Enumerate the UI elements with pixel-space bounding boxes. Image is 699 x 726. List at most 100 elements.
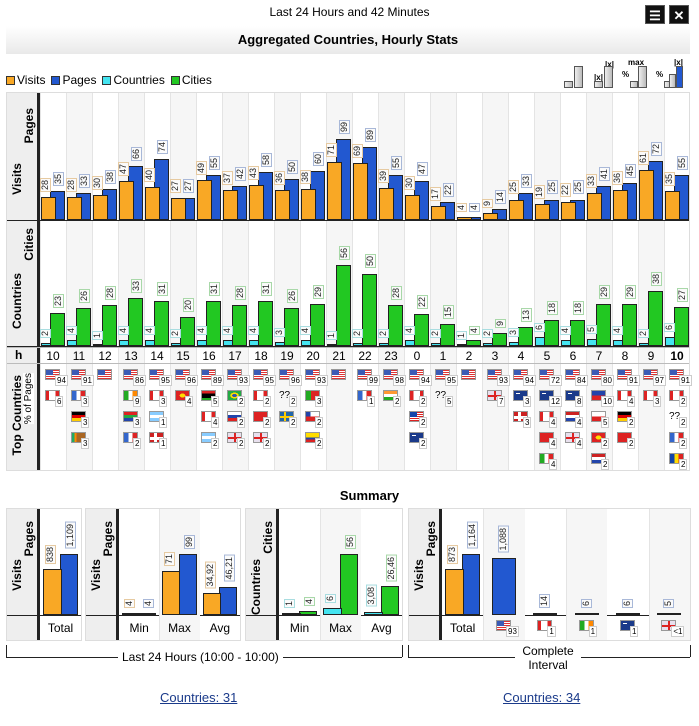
hour-label[interactable]: 1 xyxy=(439,349,447,363)
hour-label[interactable]: 8 xyxy=(621,349,629,363)
value-b: 99 xyxy=(183,534,195,549)
percent-of-pages: 9 xyxy=(133,396,142,407)
percent-of-pages: 1 xyxy=(367,396,376,407)
hour-label[interactable]: 0 xyxy=(413,349,421,363)
hour-label[interactable]: 21 xyxy=(332,349,346,363)
percent-of-pages: 86 xyxy=(133,375,146,386)
countries-link-complete[interactable]: Countries: 34 xyxy=(503,690,581,705)
percent-of-pages: 2 xyxy=(393,396,402,407)
hour-label[interactable]: 2 xyxy=(465,349,473,363)
legend-item-visits[interactable]: Visits xyxy=(6,73,45,87)
visits-bar xyxy=(171,197,186,220)
percent-of-pages: 2 xyxy=(263,438,272,449)
close-button[interactable]: ✕ xyxy=(669,5,689,24)
hour-label[interactable]: 23 xyxy=(384,349,398,363)
visits-bar xyxy=(353,163,368,220)
flag-ro-icon xyxy=(669,453,684,464)
flag-ca-icon xyxy=(201,411,216,422)
legend-item-pages[interactable]: Pages xyxy=(51,73,96,87)
percent-of-pages: 94 xyxy=(55,375,68,386)
axis-line xyxy=(37,93,40,470)
percent-of-pages: 2 xyxy=(237,396,246,407)
percent-of-pages: 2 xyxy=(679,459,688,470)
legend-item-countries[interactable]: Countries xyxy=(102,73,165,87)
hour-label[interactable]: 20 xyxy=(306,349,320,363)
percent-of-pages: 94 xyxy=(419,375,432,386)
hour-label[interactable]: 11 xyxy=(72,349,86,363)
percent-of-pages: 93 xyxy=(506,626,519,637)
hour-column xyxy=(92,93,118,470)
flag-unk-icon: ?? xyxy=(669,411,681,422)
hour-label[interactable]: 17 xyxy=(228,349,242,363)
hour-label[interactable]: 19 xyxy=(280,349,294,363)
legend-item-cities[interactable]: Cities xyxy=(170,73,212,87)
axis-line xyxy=(439,509,442,640)
value-b: 1,109 xyxy=(64,522,76,549)
countries-link-last24[interactable]: Countries: 31 xyxy=(160,690,238,705)
percent-of-pages: 72 xyxy=(549,375,562,386)
cities-bar xyxy=(206,301,221,346)
flag-gb-icon xyxy=(661,620,677,631)
flag-mk-icon xyxy=(175,390,190,401)
flag-us-icon xyxy=(643,369,658,380)
bar-b xyxy=(461,554,481,615)
abs-value-button[interactable]: |x| |x| xyxy=(592,58,618,90)
cities-bar xyxy=(154,301,169,346)
percent-of-pages: 4 xyxy=(211,417,220,428)
visits-bar xyxy=(457,216,472,220)
hour-label[interactable]: 9 xyxy=(647,349,655,363)
category-label: Total xyxy=(47,621,74,635)
hour-label[interactable]: 16 xyxy=(202,349,216,363)
percent-of-pages: 3 xyxy=(81,438,90,449)
visits-bar xyxy=(93,195,108,220)
stacked-percent-button[interactable]: % |x| xyxy=(656,58,683,90)
visits-axis-label: Visits xyxy=(412,559,426,591)
hour-label[interactable]: 5 xyxy=(543,349,551,363)
hour-label[interactable]: 18 xyxy=(254,349,268,363)
flag-ie-icon xyxy=(123,390,138,401)
hour-label[interactable]: 14 xyxy=(150,349,164,363)
visits-bar xyxy=(197,179,212,220)
cities-bar xyxy=(310,303,325,346)
hour-label[interactable]: 3 xyxy=(491,349,499,363)
hour-label[interactable]: 10 xyxy=(670,349,684,363)
flag-us-icon xyxy=(123,369,138,380)
hour-label[interactable]: 22 xyxy=(358,349,372,363)
hour-label[interactable]: 12 xyxy=(98,349,112,363)
flag-ca-icon xyxy=(617,390,632,401)
percent-of-pages: 2 xyxy=(601,438,610,449)
category-label: Min xyxy=(289,621,310,635)
cities-bar xyxy=(388,305,403,346)
hour-label[interactable]: 10 xyxy=(46,349,60,363)
flag-ca-icon xyxy=(409,390,424,401)
category-column xyxy=(566,509,608,640)
flag-us-icon xyxy=(591,369,606,380)
hour-label[interactable]: 15 xyxy=(176,349,190,363)
percent-of-pages: 6 xyxy=(55,396,64,407)
percent-of-pages: 1 xyxy=(159,438,168,449)
visits-bar xyxy=(119,181,134,220)
cities-bar xyxy=(128,298,143,346)
flag-mk-icon xyxy=(591,432,606,443)
max-percent-button[interactable]: max% xyxy=(622,58,648,90)
bar-scale-button[interactable] xyxy=(562,58,588,90)
percent-of-pages: 98 xyxy=(393,375,406,386)
flag-de-icon xyxy=(617,411,632,422)
value-a: 71 xyxy=(164,552,176,567)
menu-button[interactable]: ☰ xyxy=(645,5,665,24)
hour-label[interactable]: 6 xyxy=(569,349,577,363)
hour-label[interactable]: 4 xyxy=(517,349,525,363)
hour-label[interactable]: 7 xyxy=(595,349,603,363)
hour-label[interactable]: 13 xyxy=(124,349,138,363)
value-b: 46,21 xyxy=(223,555,235,582)
value-b: 5 xyxy=(663,598,675,608)
visits-axis-label: Visits xyxy=(89,559,103,591)
hour-column xyxy=(664,93,690,470)
percent-of-pages: 2 xyxy=(263,417,272,428)
value-a: 1 xyxy=(284,598,296,608)
visits-bar xyxy=(665,191,680,220)
flag-us-icon xyxy=(487,369,502,380)
flag-de-icon xyxy=(71,411,86,422)
hour-column xyxy=(300,93,326,470)
flag-br-icon xyxy=(227,390,242,401)
